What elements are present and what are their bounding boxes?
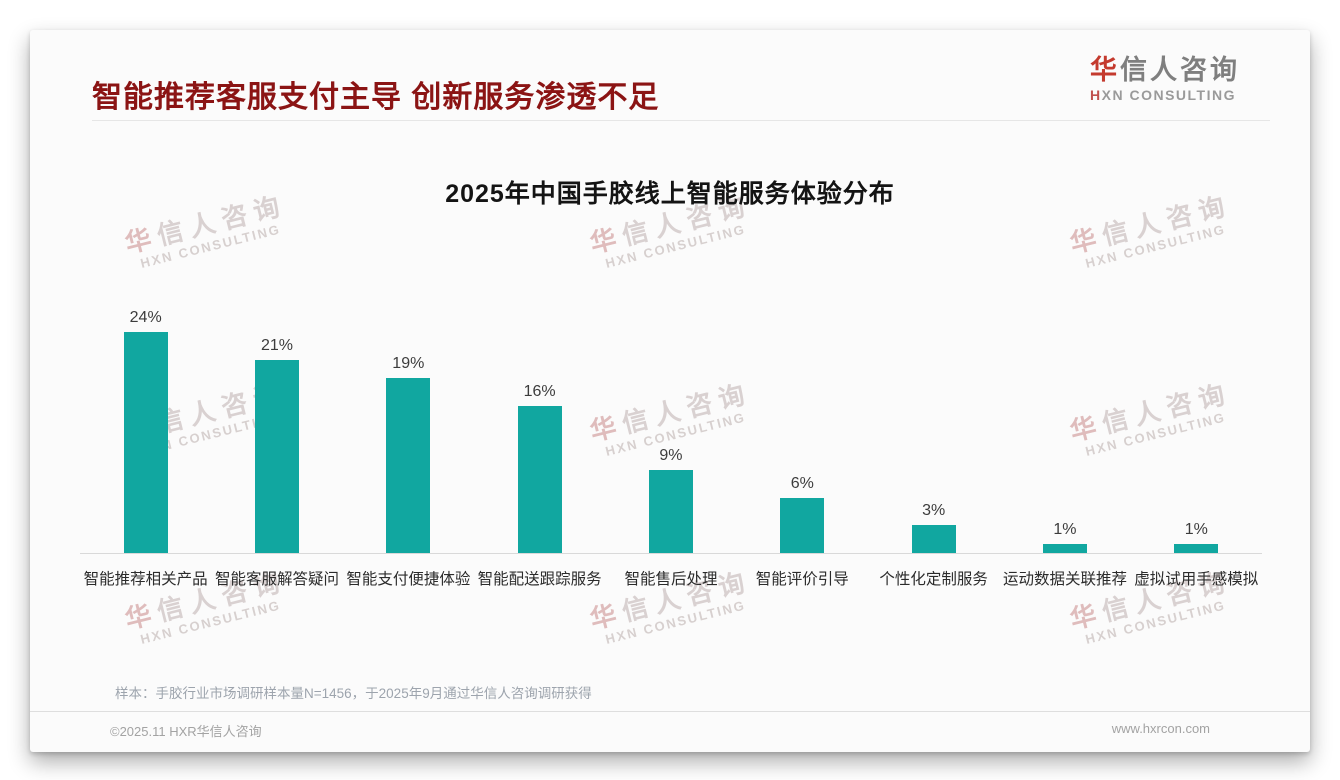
category-label: 智能售后处理 <box>624 571 718 588</box>
category-label: 智能配送跟踪服务 <box>477 571 602 588</box>
bar-value-label: 19% <box>392 355 425 373</box>
header-divider <box>92 120 1270 121</box>
website-text: www.hxrcon.com <box>1111 721 1210 736</box>
bar-value-label: 21% <box>260 336 293 354</box>
bar-group: 16% <box>474 283 605 553</box>
watermark-english: HXN CONSULTING <box>1083 597 1228 647</box>
bar <box>386 378 431 553</box>
watermark-zh-first: 华 <box>1066 597 1107 635</box>
bar-group: 6% <box>737 283 868 553</box>
watermark-zh-first: 华 <box>586 221 627 259</box>
bar-chart: 24% 21% 19% 16% 9% 6% 3% 1% 1% <box>80 283 1262 553</box>
bar <box>123 332 168 553</box>
bar-group: 1% <box>999 283 1130 553</box>
category-label: 智能支付便捷体验 <box>346 571 471 588</box>
bar <box>648 470 693 553</box>
category-label: 运动数据关联推荐 <box>1002 571 1127 588</box>
watermark-english: HXN CONSULTING <box>603 221 748 271</box>
bar <box>517 405 562 553</box>
bar-value-label: 6% <box>790 474 814 492</box>
category-label: 虚拟试用手感模拟 <box>1134 571 1259 588</box>
category-label: 智能推荐相关产品 <box>83 571 208 588</box>
watermark-english: HXN CONSULTING <box>138 221 283 271</box>
bar-group: 24% <box>80 283 211 553</box>
bar <box>1174 543 1219 553</box>
x-axis-line <box>80 553 1262 554</box>
bar-value-label: 9% <box>659 447 683 465</box>
bar-value-label: 1% <box>1053 520 1077 538</box>
bar <box>1042 543 1087 553</box>
watermark-zh-first: 华 <box>121 221 162 259</box>
watermark-english: HXN CONSULTING <box>138 597 283 647</box>
watermark-english: HXN CONSULTING <box>1083 221 1228 271</box>
category-label: 智能评价引导 <box>755 571 849 588</box>
bar-group: 9% <box>605 283 736 553</box>
category-label: 智能客服解答疑问 <box>214 571 339 588</box>
bar-value-label: 24% <box>129 309 162 327</box>
logo-chinese-name: 华信人咨询 <box>1090 55 1240 86</box>
bar-group: 19% <box>343 283 474 553</box>
slide-card: 智能推荐客服支付主导 创新服务渗透不足 华信人咨询 HXN CONSULTING… <box>30 30 1310 752</box>
logo-en-first-letter: H <box>1090 86 1102 103</box>
watermark-zh-first: 华 <box>586 597 627 635</box>
category-axis-labels: 智能推荐相关产品 智能客服解答疑问 智能支付便捷体验 智能配送跟踪服务 智能售后处理 智能… <box>80 567 1262 589</box>
category-label: 个性化定制服务 <box>879 571 988 588</box>
logo-english-name: HXN CONSULTING <box>1090 87 1240 103</box>
logo-zh-rest: 信人咨询 <box>1120 55 1240 85</box>
bar-group: 21% <box>211 283 342 553</box>
bar-group: 3% <box>868 283 999 553</box>
copyright-text: ©2025.11 HXR华信人咨询 <box>110 724 262 739</box>
watermark-zh-first: 华 <box>121 597 162 635</box>
watermark-english: HXN CONSULTING <box>603 597 748 647</box>
sample-footnote: 样本：手胶行业市场调研样本量N=1456，于2025年9月通过华信人咨询调研获得 <box>115 686 592 701</box>
footer-divider <box>30 711 1310 712</box>
bar-value-label: 16% <box>523 382 556 400</box>
bar <box>780 497 825 553</box>
chart-title: 2025年中国手胶线上智能服务体验分布 <box>445 180 895 208</box>
page-title: 智能推荐客服支付主导 创新服务渗透不足 <box>92 81 660 114</box>
bar <box>254 359 299 553</box>
bar-group: 1% <box>1131 283 1262 553</box>
bar-value-label: 1% <box>1184 520 1208 538</box>
bar-value-label: 3% <box>922 502 946 520</box>
bar <box>911 525 956 553</box>
watermark-zh-first: 华 <box>1066 221 1107 259</box>
company-logo: 华信人咨询 HXN CONSULTING <box>1090 55 1240 103</box>
logo-en-rest: XN CONSULTING <box>1101 86 1236 103</box>
logo-zh-first-char: 华 <box>1090 55 1120 85</box>
